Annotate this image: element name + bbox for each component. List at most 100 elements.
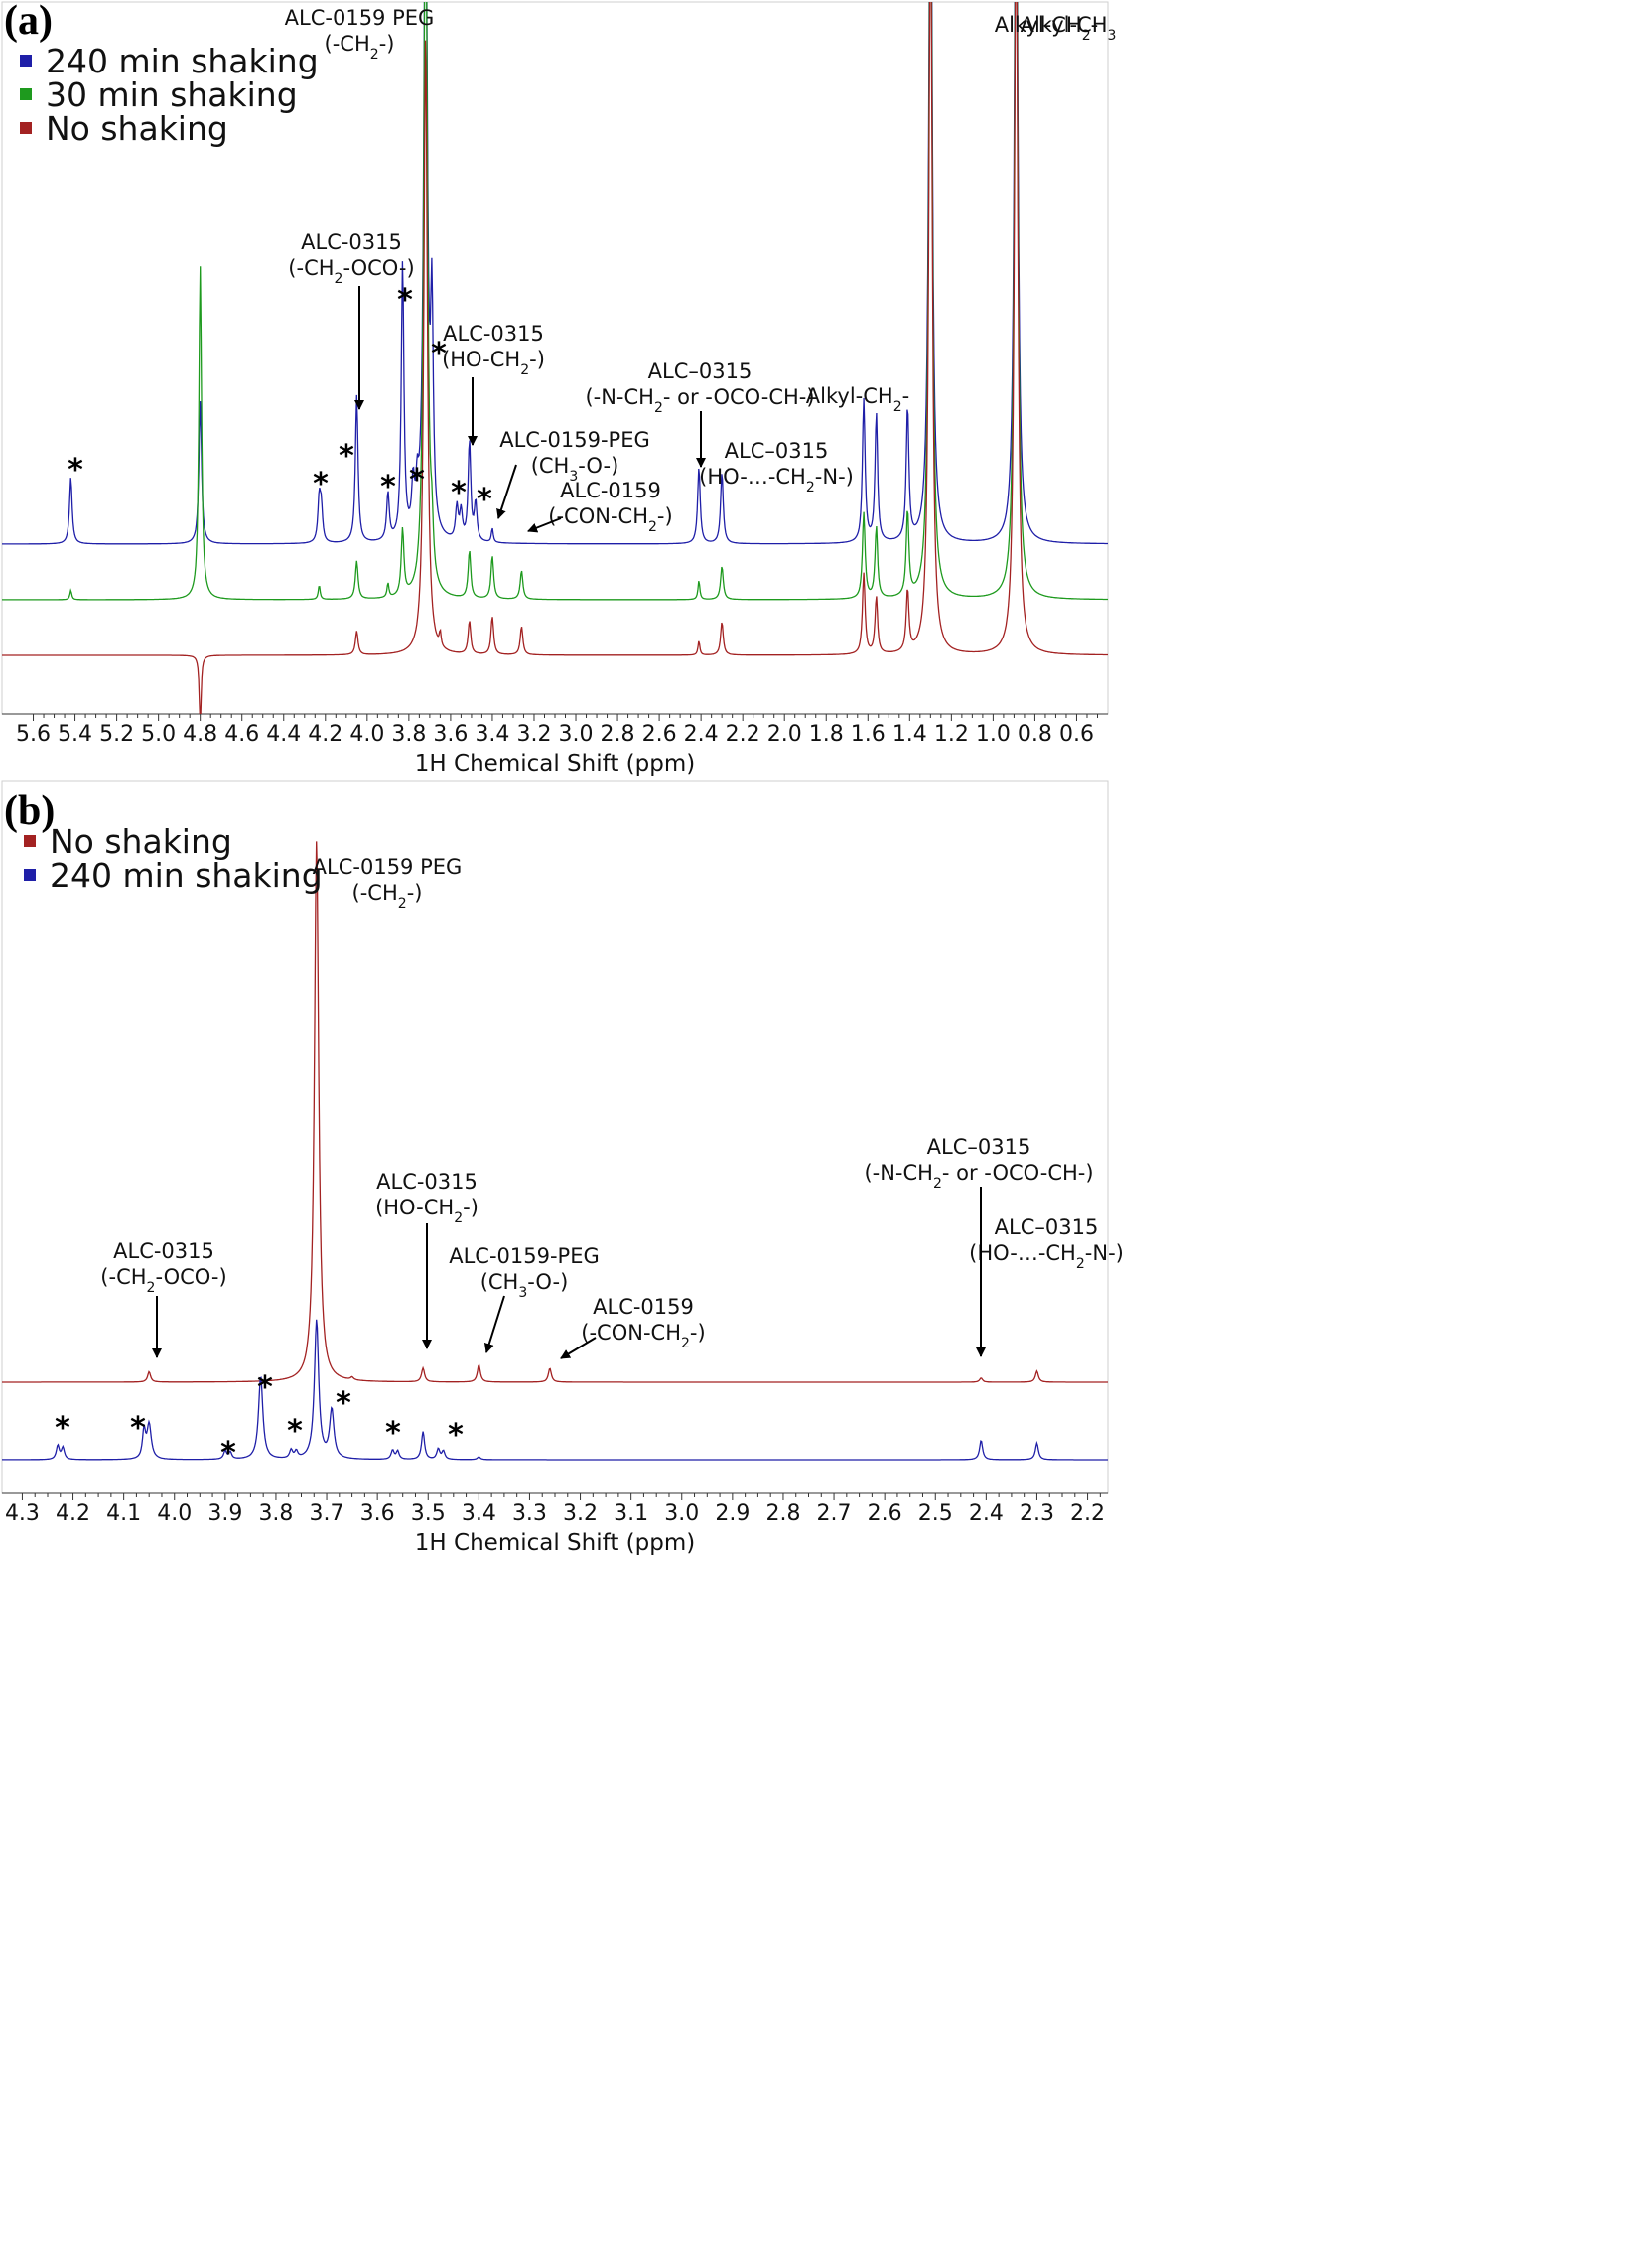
impurity-star: * bbox=[409, 463, 425, 497]
x-tick-label: 3.7 bbox=[310, 1501, 344, 1526]
peak-annotation: ALC–0315 bbox=[927, 1135, 1031, 1159]
annotation-arrow bbox=[496, 464, 517, 519]
legend-label: 240 min shaking bbox=[50, 856, 323, 895]
peak-annotation: (-CON-CH2-) bbox=[581, 1321, 705, 1351]
x-tick-label: 4.6 bbox=[224, 722, 259, 747]
peak-annotation: ALC-0159 bbox=[560, 479, 661, 502]
peak-annotation: (HO-CH2-) bbox=[375, 1196, 479, 1226]
legend-label: No shaking bbox=[46, 109, 228, 148]
impurity-star: * bbox=[380, 470, 396, 504]
peak-annotation: Alkyl-CH3 bbox=[1021, 13, 1117, 44]
panel-label: (a) bbox=[4, 0, 53, 44]
spectrum-line bbox=[2, 2, 1108, 545]
legend-label: 30 min shaking bbox=[46, 75, 298, 114]
x-tick-label: 1.2 bbox=[934, 722, 969, 747]
panel-label: (b) bbox=[4, 788, 55, 834]
peak-annotation: (CH3-O-) bbox=[480, 1270, 569, 1301]
impurity-star: * bbox=[451, 476, 467, 510]
x-tick-label: 1.0 bbox=[976, 722, 1011, 747]
x-tick-label: 2.9 bbox=[715, 1501, 750, 1526]
x-tick-label: 0.6 bbox=[1059, 722, 1094, 747]
peak-annotation: (-N-CH2- or -OCO-CH-) bbox=[864, 1161, 1093, 1192]
impurity-star: * bbox=[448, 1418, 464, 1453]
x-tick-label: 4.4 bbox=[266, 722, 301, 747]
impurity-star: * bbox=[257, 1370, 273, 1405]
peak-annotation: ALC-0159 PEG bbox=[313, 855, 463, 879]
x-tick-label: 2.8 bbox=[765, 1501, 800, 1526]
x-tick-label: 2.0 bbox=[767, 722, 802, 747]
panel-b: 4.3 4.2 4.1 4.0 3.9 3.8 3.7 3.6 3.5 3.4 3.3 3.2 3.1 3… bbox=[1, 780, 1124, 1556]
x-tick-label: 3.2 bbox=[563, 1501, 598, 1526]
x-tick-label: 3.8 bbox=[391, 722, 426, 747]
x-tick-label: 3.0 bbox=[559, 722, 594, 747]
x-tick-label: 5.4 bbox=[58, 722, 92, 747]
peak-annotation: (-N-CH2- or -OCO-CH-) bbox=[585, 385, 814, 416]
legend-swatch bbox=[24, 869, 36, 881]
annotation-arrow bbox=[527, 517, 562, 533]
peak-annotation: (CH3-O-) bbox=[531, 454, 619, 485]
x-tick-label: 4.1 bbox=[106, 1501, 141, 1526]
impurity-star: * bbox=[336, 1386, 351, 1421]
x-tick-label: 3.5 bbox=[411, 1501, 446, 1526]
peak-annotation: (-CH2-) bbox=[325, 32, 395, 63]
peak-annotation: (-CON-CH2-) bbox=[548, 504, 672, 535]
x-tick-label: 2.6 bbox=[868, 1501, 902, 1526]
legend-label: 240 min shaking bbox=[46, 42, 319, 80]
impurity-star: * bbox=[313, 467, 329, 501]
peak-annotation: (-CH2-OCO-) bbox=[100, 1265, 226, 1296]
x-tick-label: 2.7 bbox=[817, 1501, 852, 1526]
x-axis-label: 1H Chemical Shift (ppm) bbox=[415, 751, 695, 777]
panel-a: 5.6 5.4 5.2 5.0 4.8 4.6 4.4 4.2 4.0 3.8 3.6 3.4 3.2 3… bbox=[1, 0, 1117, 777]
x-tick-label: 2.6 bbox=[642, 722, 677, 747]
annotation-arrow bbox=[483, 1295, 505, 1353]
spectrum-line bbox=[2, 841, 1108, 1383]
x-tick-label: 3.6 bbox=[360, 1501, 395, 1526]
spectra bbox=[2, 2, 1108, 714]
x-tick-label: 2.4 bbox=[684, 722, 719, 747]
x-tick-label: 0.8 bbox=[1018, 722, 1052, 747]
x-tick-label: 3.1 bbox=[614, 1501, 648, 1526]
spectrum-line bbox=[2, 2, 1108, 714]
x-tick-label: 3.8 bbox=[258, 1501, 293, 1526]
peak-annotation: (-CH2-) bbox=[352, 881, 423, 912]
peak-annotation: ALC-0159-PEG bbox=[499, 428, 650, 452]
x-tick-label: 4.0 bbox=[349, 722, 384, 747]
spectra bbox=[2, 841, 1108, 1461]
legend-swatch bbox=[20, 55, 32, 67]
x-tick-label: 4.3 bbox=[5, 1501, 40, 1526]
x-tick-label: 4.2 bbox=[56, 1501, 90, 1526]
impurity-star: * bbox=[339, 439, 354, 474]
peak-annotation: ALC–0315 bbox=[995, 1215, 1099, 1239]
impurity-star: * bbox=[477, 483, 492, 517]
x-tick-label: 5.6 bbox=[16, 722, 51, 747]
x-tick-label: 2.2 bbox=[1070, 1501, 1105, 1526]
x-tick-label: 4.2 bbox=[308, 722, 342, 747]
x-tick-label: 2.2 bbox=[726, 722, 760, 747]
impurity-star: * bbox=[431, 337, 447, 371]
x-tick-label: 4.0 bbox=[157, 1501, 192, 1526]
peak-annotation: Alkyl-CH2- bbox=[806, 384, 909, 415]
legend-swatch bbox=[20, 88, 32, 100]
x-tick-label: 5.0 bbox=[141, 722, 176, 747]
peak-annotation: Alkyl-CH2- bbox=[995, 13, 1098, 44]
x-tick-label: 2.8 bbox=[601, 722, 635, 747]
peak-annotation: (HO-…-CH2-N-) bbox=[969, 1241, 1124, 1272]
peak-annotation: ALC-0315 bbox=[443, 322, 544, 346]
peak-annotation: (-CH2-OCO-) bbox=[288, 256, 414, 287]
x-tick-label: 1.4 bbox=[892, 722, 927, 747]
x-tick-label: 3.6 bbox=[433, 722, 468, 747]
impurity-star: * bbox=[68, 453, 83, 488]
x-axis-label: 1H Chemical Shift (ppm) bbox=[415, 1530, 695, 1556]
annotation-arrow bbox=[560, 1337, 597, 1359]
x-tick-label: 1.8 bbox=[809, 722, 844, 747]
peak-annotation: ALC-0315 bbox=[376, 1170, 478, 1194]
peak-annotation: ALC-0159 bbox=[593, 1295, 694, 1319]
x-tick-label: 3.0 bbox=[664, 1501, 699, 1526]
legend-label: No shaking bbox=[50, 822, 232, 861]
impurity-star: * bbox=[220, 1436, 236, 1471]
x-tick-label: 2.3 bbox=[1020, 1501, 1054, 1526]
impurity-star: * bbox=[385, 1416, 401, 1451]
peak-annotation: (HO-…-CH2-N-) bbox=[699, 465, 854, 496]
peak-annotation: ALC-0315 bbox=[113, 1239, 214, 1263]
